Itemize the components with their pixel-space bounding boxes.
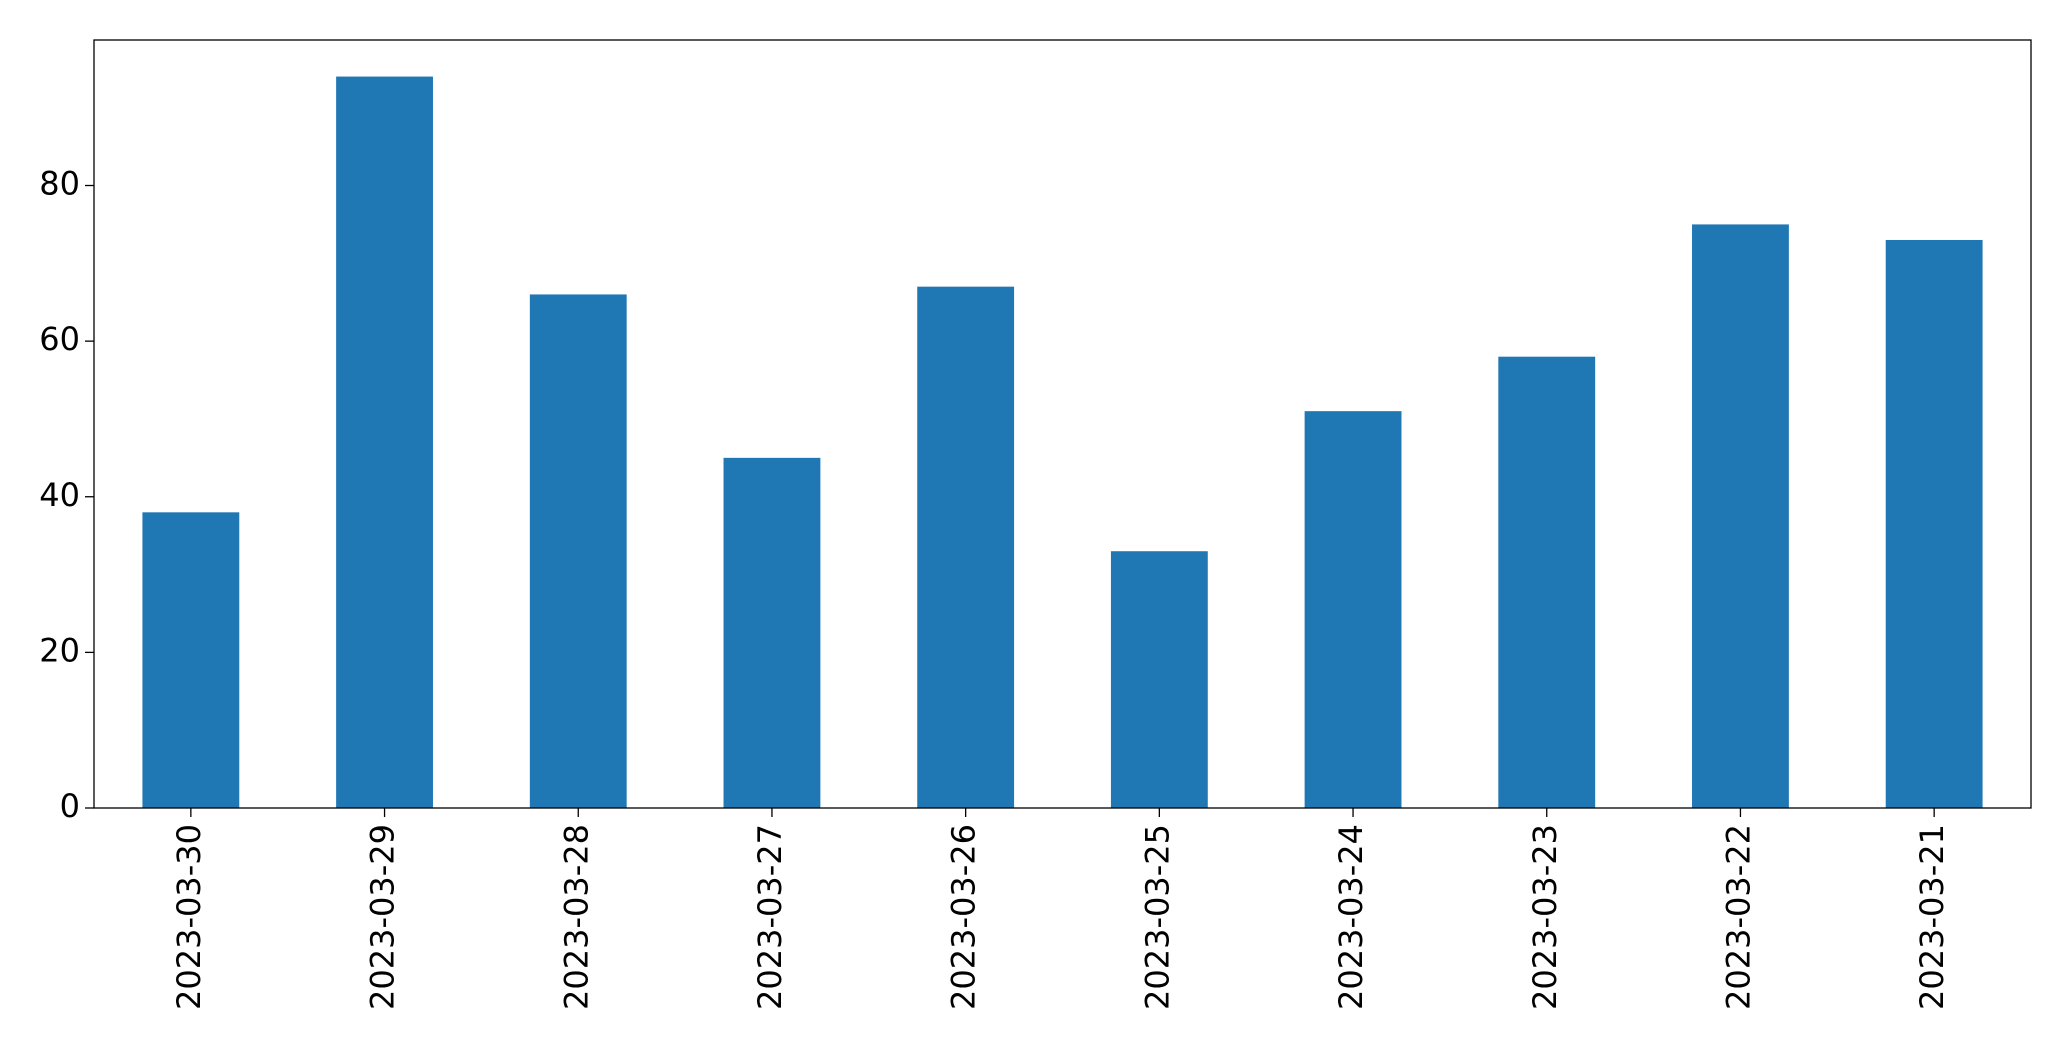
x-tick-label: 2023-03-27 bbox=[751, 824, 789, 1010]
x-tick-label: 2023-03-24 bbox=[1332, 824, 1370, 1010]
bar bbox=[1110, 551, 1208, 808]
y-tick-label: 80 bbox=[39, 165, 80, 203]
bar bbox=[1498, 356, 1596, 808]
bar bbox=[336, 76, 433, 809]
x-tick-label: 2023-03-30 bbox=[170, 824, 208, 1010]
bar bbox=[1692, 224, 1789, 808]
y-tick-label: 40 bbox=[39, 476, 80, 514]
x-tick-label: 2023-03-29 bbox=[364, 824, 402, 1010]
bar bbox=[1885, 239, 1983, 808]
bar bbox=[529, 294, 627, 809]
bar bbox=[917, 286, 1015, 809]
x-tick-label: 2023-03-21 bbox=[1913, 824, 1951, 1010]
bar bbox=[142, 512, 240, 808]
y-tick-label: 60 bbox=[39, 320, 80, 358]
bar bbox=[723, 457, 821, 808]
x-tick-label: 2023-03-25 bbox=[1138, 824, 1176, 1010]
x-tick-label: 2023-03-22 bbox=[1719, 824, 1757, 1010]
x-tick-label: 2023-03-26 bbox=[945, 824, 983, 1010]
plot-frame bbox=[93, 39, 2032, 809]
x-tick-label: 2023-03-28 bbox=[557, 824, 595, 1010]
bar bbox=[1304, 411, 1402, 808]
x-tick-label: 2023-03-23 bbox=[1526, 824, 1564, 1010]
y-tick-label: 20 bbox=[39, 631, 80, 669]
y-tick-label: 0 bbox=[60, 787, 80, 825]
